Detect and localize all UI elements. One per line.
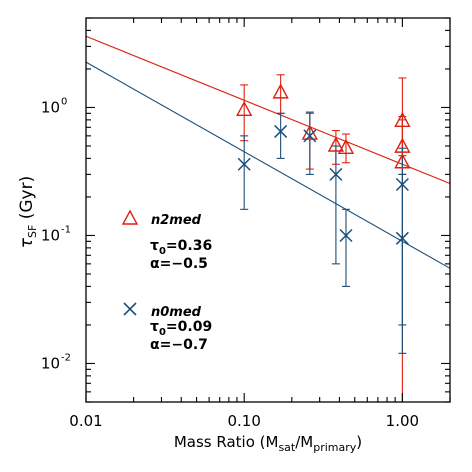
marker-n0med-5 [395, 178, 409, 192]
x-tick-label-0: 0.01 [69, 412, 102, 430]
legend-n2med-tau0-symbol: τ [150, 238, 159, 254]
marker-n2med-7 [394, 153, 411, 169]
marker-n2med-0 [236, 100, 253, 117]
legend-n0med-tau0-sub: 0 [159, 327, 166, 338]
marker-n0med-3 [329, 167, 343, 181]
marker-n2med-5 [394, 111, 411, 127]
legend-n0med-tau0-value: =0.09 [166, 319, 212, 335]
legend-n2med: n2med τ0=0.36 α=−0.5 [121, 209, 212, 272]
marker-n2med-3 [327, 136, 345, 152]
legend-n0med-marker [123, 302, 137, 316]
x-tick-label-1: 0.10 [227, 412, 260, 430]
marker-x-b-n0med-6 [395, 231, 409, 245]
marker-n2med-1 [272, 83, 289, 99]
x-axis-label-end: ) [356, 433, 362, 451]
y-axis-label-main: τ [17, 237, 37, 248]
marker-n2med-6 [394, 137, 411, 153]
legend-n2med-alpha: α=−0.5 [150, 256, 208, 272]
legend-n0med-name: n0med [151, 305, 202, 320]
legend-n2med-marker [121, 209, 139, 225]
x-axis-label-mid: /M [295, 433, 313, 451]
y-tick-label-1: 10 [41, 226, 60, 244]
marker-n0med-6 [395, 231, 409, 245]
marker-n0med-2 [303, 129, 317, 143]
legend-n0med: n0med τ0=0.09 α=−0.7 [123, 302, 212, 353]
marker-n0med-0 [237, 157, 251, 171]
y-tick-label-2: 10 [41, 98, 60, 116]
y-axis-label: τSF (Gyr) [17, 176, 39, 248]
x-axis-label-main: Mass Ratio (M [174, 433, 279, 451]
marker-x-b-n0med-0 [237, 157, 251, 171]
legend-n2med-tau0: τ0=0.36 [150, 238, 212, 257]
marker-x-b-n0med-1 [274, 124, 288, 138]
legend-n0med-alpha: α=−0.7 [150, 337, 208, 353]
marker-x-b-n0med-3 [329, 167, 343, 181]
x-tick-label-2: 1.00 [386, 412, 419, 430]
marker-x-b-n0med-5 [395, 178, 409, 192]
marker-n0med-4 [339, 228, 353, 242]
x-axis-label: Mass Ratio (Msat/Mprimary) [174, 433, 362, 454]
legend-n2med-tau0-sub: 0 [159, 246, 166, 257]
fit-line-n2med [85, 35, 451, 185]
marker-x-b-n0med-2 [303, 129, 317, 143]
plot-frame [85, 17, 451, 403]
marker-n0med-1 [274, 124, 288, 138]
y-tick-label-exp-2: 0 [61, 96, 67, 107]
y-tick-label-0: 10 [41, 354, 60, 372]
legend-n0med-marker-b [123, 302, 137, 316]
marker-n2med-4 [337, 138, 355, 154]
legend-n0med-tau0-symbol: τ [150, 319, 159, 335]
y-tick-label-exp-0: -2 [61, 352, 71, 363]
x-axis-label-sub1: sat [278, 441, 295, 454]
y-axis-label-unit: (Gyr) [17, 176, 37, 225]
legend-n2med-tau0-value: =0.36 [166, 238, 212, 254]
legend-n2med-name: n2med [151, 213, 202, 228]
marker-x-b-n0med-4 [339, 228, 353, 242]
fit-line-n0med [85, 61, 451, 269]
legend-n0med-tau0: τ0=0.09 [150, 319, 212, 338]
y-axis-label-sub: SF [26, 225, 39, 238]
y-tick-label-exp-1: -1 [61, 224, 71, 235]
x-axis-label-sub2: primary [313, 441, 357, 454]
